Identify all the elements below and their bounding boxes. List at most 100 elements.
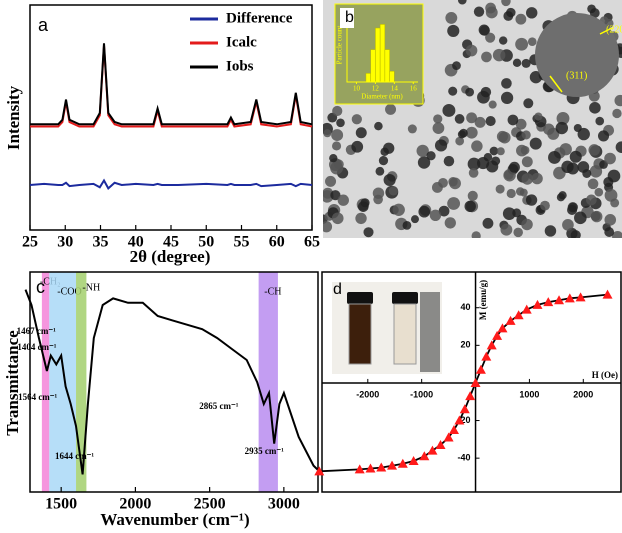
particle — [336, 118, 345, 128]
particle — [577, 127, 590, 141]
vial-dispersed — [348, 303, 372, 365]
marker — [387, 460, 398, 470]
particle — [375, 166, 385, 176]
band — [76, 272, 87, 492]
particle — [457, 130, 466, 139]
particle — [502, 207, 516, 221]
marker — [448, 424, 459, 434]
particle — [468, 168, 479, 178]
y-tick-label: -40 — [458, 453, 471, 463]
peak-label: 2935 cm⁻¹ — [245, 446, 284, 456]
peak-label: 2865 cm⁻¹ — [199, 401, 238, 411]
x-tick-label: 30 — [57, 234, 73, 251]
marker — [521, 304, 532, 314]
marker — [505, 315, 516, 325]
legend-label: Icalc — [226, 34, 257, 50]
panel-label: b — [345, 9, 354, 26]
x-tick-label: 35 — [93, 234, 109, 251]
plot-frame — [321, 271, 622, 493]
particle — [357, 201, 369, 212]
particle — [562, 219, 574, 231]
x-axis-label: 2θ (degree) — [130, 247, 211, 266]
marker — [419, 451, 430, 461]
particle — [561, 160, 574, 174]
particle — [332, 141, 342, 151]
legend-label: Iobs — [226, 58, 254, 74]
particle — [507, 114, 519, 126]
x-tick-label: 55 — [234, 234, 250, 251]
marker — [564, 293, 575, 303]
x-tick-label: 3000 — [268, 496, 300, 513]
marker — [470, 377, 481, 387]
particle — [485, 2, 496, 14]
peak-label: 1564 cm⁻¹ — [18, 392, 57, 402]
particle — [500, 223, 513, 236]
particle — [612, 108, 622, 119]
marker — [465, 391, 476, 401]
marker — [497, 323, 508, 333]
marker — [354, 464, 365, 474]
particle — [385, 103, 397, 115]
x-tick-label: 65 — [304, 234, 320, 251]
marker — [427, 445, 438, 455]
particle — [588, 144, 600, 156]
particle — [332, 105, 343, 117]
particle — [496, 147, 505, 156]
particle — [512, 208, 522, 218]
hist-bar — [370, 49, 376, 83]
peak-label: 1644 cm⁻¹ — [55, 451, 94, 461]
particle — [495, 184, 505, 194]
particle — [523, 98, 534, 109]
particle — [614, 94, 622, 107]
particle — [402, 220, 412, 230]
particle — [355, 212, 367, 225]
particle — [589, 165, 603, 178]
x-tick-label: 1000 — [519, 389, 539, 399]
particle — [452, 61, 461, 70]
band — [49, 272, 77, 492]
marker — [481, 351, 492, 361]
particle — [558, 191, 567, 200]
particle — [373, 194, 383, 205]
vial-separated — [393, 303, 417, 365]
particle — [380, 147, 389, 157]
particle — [331, 129, 344, 142]
particle — [455, 136, 465, 146]
hist-bar — [379, 24, 386, 83]
particle — [595, 116, 605, 126]
particle — [597, 130, 610, 142]
particle — [417, 156, 431, 169]
particle — [438, 205, 450, 217]
particle — [466, 112, 478, 124]
particle — [329, 153, 338, 163]
charts: 25 30 35 40 45 50 55 60 65 Iobs Icalc Difference 2θ … — [3, 4, 622, 529]
y-tick-label: 40 — [461, 302, 471, 312]
x-tick-label: 60 — [269, 234, 285, 251]
particle — [447, 24, 460, 38]
x-tick-label: 25 — [22, 234, 38, 251]
particle — [513, 227, 523, 238]
band — [41, 272, 50, 492]
particle — [515, 118, 527, 130]
x-tick-label: 16 — [410, 85, 418, 93]
y-axis-label: M (emu/g) — [478, 280, 488, 320]
particle — [498, 131, 511, 144]
particle — [416, 144, 429, 158]
marker — [459, 404, 470, 414]
particle — [612, 231, 622, 238]
marker — [532, 299, 543, 309]
particle — [467, 157, 481, 171]
plot-frame — [29, 271, 319, 493]
particle — [465, 87, 475, 97]
particle — [351, 140, 364, 153]
x-tick-label: 14 — [391, 85, 399, 93]
particle — [585, 194, 597, 206]
marker — [443, 432, 454, 442]
particle — [498, 36, 508, 45]
hist-bar — [375, 27, 381, 83]
particle — [471, 140, 483, 152]
particle — [555, 121, 569, 135]
lattice-marker — [549, 75, 563, 93]
particle — [418, 205, 431, 218]
peak-label: 1404 cm⁻¹ — [17, 342, 56, 352]
